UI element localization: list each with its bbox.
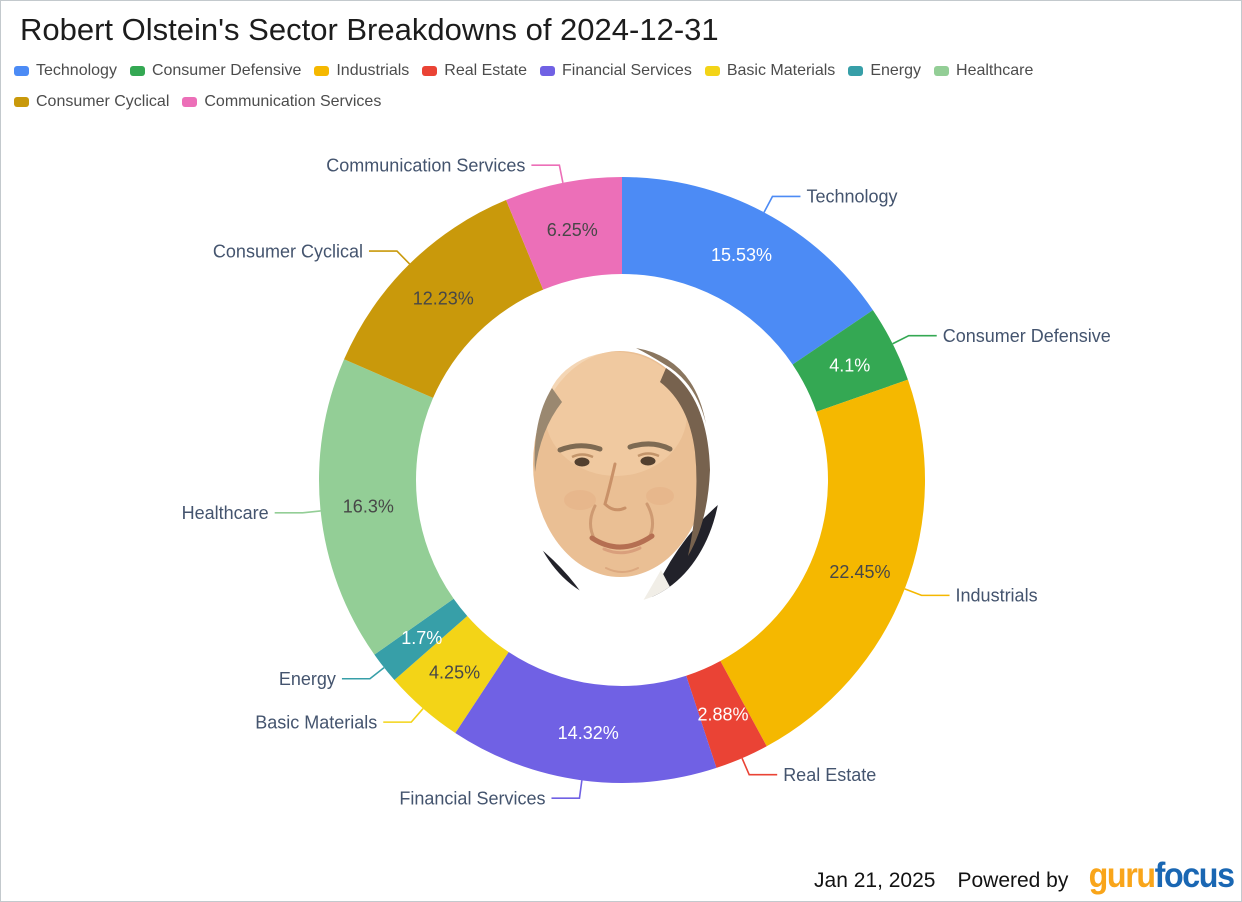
- page-title: Robert Olstein's Sector Breakdowns of 20…: [20, 12, 719, 47]
- legend-item-energy[interactable]: Energy: [848, 60, 921, 82]
- slice-value-technology: 15.53%: [711, 245, 772, 265]
- legend-swatch-icon: [704, 66, 720, 76]
- callout-line-basic-materials: [383, 708, 424, 723]
- callout-label-consumer-cyclical: Consumer Cyclical: [213, 241, 363, 261]
- legend-swatch-icon: [182, 97, 198, 107]
- slice-basic-materials[interactable]: [394, 616, 509, 733]
- slice-value-energy: 1.7%: [401, 628, 442, 648]
- footer-date: Jan 21, 2025: [814, 869, 936, 892]
- slice-value-communication-services: 6.25%: [547, 220, 598, 240]
- slice-value-consumer-cyclical: 12.23%: [413, 288, 474, 308]
- slice-energy[interactable]: [374, 598, 468, 681]
- legend-swatch-icon: [934, 66, 950, 76]
- slices-layer: [319, 177, 925, 783]
- labels-layer: 15.53% Technology 4.1% Consumer Defensive 22…: [182, 155, 1111, 808]
- callout-line-communication-services: [531, 164, 564, 183]
- callout-label-real-estate: Real Estate: [783, 765, 876, 785]
- callout-label-consumer-defensive: Consumer Defensive: [943, 326, 1111, 346]
- legend-item-label: Energy: [870, 62, 922, 79]
- legend-item-label: Real Estate: [444, 62, 527, 79]
- legend-swatch-icon: [422, 66, 438, 76]
- legend-swatch-icon: [540, 66, 555, 76]
- legend-item-consumer-cyclical[interactable]: Consumer Cyclical: [14, 91, 169, 113]
- callout-line-healthcare: [274, 510, 321, 514]
- legend-item-label: Consumer Cyclical: [36, 93, 170, 110]
- legend-item-financial-services[interactable]: Financial Services: [540, 60, 692, 82]
- slice-value-consumer-defensive: 4.1%: [829, 356, 870, 376]
- callout-line-real-estate: [741, 757, 778, 776]
- slice-value-real-estate: 2.88%: [698, 704, 749, 724]
- legend-item-label: Technology: [36, 62, 117, 79]
- slice-value-financial-services: 14.32%: [558, 723, 619, 743]
- footer: Jan 21, 2025 Powered by gurufocus: [814, 856, 1235, 895]
- gurufocus-logo-focus: focus: [1155, 856, 1235, 895]
- callout-label-basic-materials: Basic Materials: [255, 712, 377, 732]
- callout-label-healthcare: Healthcare: [182, 503, 269, 523]
- slice-industrials[interactable]: [720, 379, 925, 747]
- legend-item-real-estate[interactable]: Real Estate: [422, 60, 527, 82]
- slice-real-estate[interactable]: [686, 660, 767, 768]
- legend: Technology Consumer Defensive Industrial…: [14, 60, 1164, 113]
- slice-consumer-cyclical[interactable]: [344, 200, 544, 398]
- slice-value-healthcare: 16.3%: [343, 496, 394, 516]
- powered-by-label: Powered by: [957, 869, 1069, 892]
- legend-item-consumer-defensive[interactable]: Consumer Defensive: [129, 60, 302, 82]
- legend-item-communication-services[interactable]: Communication Services: [182, 91, 381, 113]
- legend-item-label: Communication Services: [204, 93, 382, 110]
- callout-line-technology: [763, 195, 801, 213]
- callout-line-consumer-defensive: [892, 334, 937, 345]
- legend-item-healthcare[interactable]: Healthcare: [934, 60, 1033, 82]
- legend-swatch-icon: [848, 66, 864, 76]
- slice-financial-services[interactable]: [455, 652, 717, 783]
- slice-technology[interactable]: [622, 177, 873, 365]
- callout-label-industrials: Industrials: [956, 586, 1038, 606]
- legend-item-label: Financial Services: [562, 62, 692, 79]
- callout-line-energy: [341, 666, 385, 680]
- callout-label-financial-services: Financial Services: [399, 788, 545, 808]
- callout-label-communication-services: Communication Services: [326, 155, 525, 175]
- callout-label-technology: Technology: [806, 187, 897, 207]
- legend-swatch-icon: [14, 66, 29, 76]
- legend-item-label: Consumer Defensive: [151, 62, 302, 79]
- legend-swatch-icon: [314, 66, 330, 76]
- legend-swatch-icon: [129, 66, 145, 76]
- callout-line-consumer-cyclical: [368, 250, 411, 265]
- slice-healthcare[interactable]: [319, 359, 454, 655]
- slice-consumer-defensive[interactable]: [792, 310, 908, 412]
- center-portrait: [523, 341, 721, 603]
- callout-label-energy: Energy: [279, 669, 336, 689]
- legend-item-technology[interactable]: Technology: [14, 60, 117, 82]
- slice-value-basic-materials: 4.25%: [429, 663, 480, 683]
- legend-item-industrials[interactable]: Industrials: [314, 60, 409, 82]
- gurufocus-logo[interactable]: gurufocus: [1088, 856, 1235, 895]
- legend-swatch-icon: [14, 97, 29, 107]
- legend-item-label: Healthcare: [956, 62, 1034, 79]
- legend-item-label: Industrials: [336, 62, 410, 79]
- powered-by-wrap: Powered by gurufocus: [957, 856, 1235, 895]
- legend-item-basic-materials[interactable]: Basic Materials: [704, 60, 836, 82]
- callout-line-industrials: [904, 588, 950, 597]
- gurufocus-logo-guru: guru: [1088, 856, 1156, 895]
- slice-communication-services[interactable]: [506, 177, 622, 290]
- legend-item-label: Basic Materials: [726, 62, 836, 79]
- slice-value-industrials: 22.45%: [829, 562, 890, 582]
- callout-line-financial-services: [551, 780, 583, 799]
